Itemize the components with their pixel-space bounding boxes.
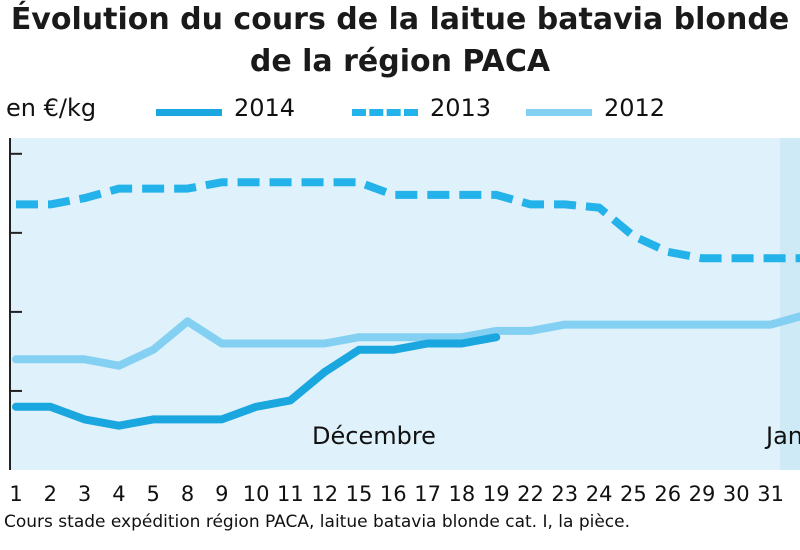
chart-title-line-1: Évolution du cours de la laitue batavia … [10, 2, 790, 37]
x-tick-label: 10 [243, 482, 270, 506]
x-tick-label: 22 [517, 482, 544, 506]
x-tick-label: 18 [449, 482, 476, 506]
x-tick-label: 4 [112, 482, 125, 506]
x-axis-tick-labels: 1234589101112151617181922232425262930311 [9, 482, 800, 506]
y-axis-ticks [10, 152, 22, 392]
x-tick-label: 17 [414, 482, 441, 506]
month-label-december: Décembre [312, 422, 436, 450]
legend-label-2014: 2014 [234, 94, 296, 122]
chart-title-line-2: de la région PACA [249, 44, 551, 79]
x-tick-label: 23 [551, 482, 578, 506]
x-tick-label: 1 [798, 482, 800, 506]
line-chart: 1234589101112151617181922232425262930311 [9, 138, 800, 506]
x-tick-label: 26 [654, 482, 681, 506]
x-tick-label: 16 [380, 482, 407, 506]
x-tick-label: 24 [586, 482, 613, 506]
x-tick-label: 2 [44, 482, 57, 506]
chart-footnote: Cours stade expédition région PACA, lait… [4, 512, 631, 532]
legend-swatch-2012 [526, 109, 592, 116]
series-line-2013 [16, 178, 800, 263]
x-tick-label: 12 [311, 482, 338, 506]
month-label-january: Jan [766, 422, 800, 450]
x-tick-label: 29 [689, 482, 716, 506]
x-tick-label: 8 [181, 482, 194, 506]
x-tick-label: 5 [147, 482, 160, 506]
x-tick-label: 30 [723, 482, 750, 506]
series-line-2012 [12, 312, 800, 370]
legend-swatch-2014 [156, 109, 222, 116]
y-axis-unit-label: en €/kg [6, 94, 97, 122]
x-tick-label: 1 [9, 482, 22, 506]
x-tick-label: 31 [757, 482, 784, 506]
series-lines [12, 178, 800, 430]
legend-label-2013: 2013 [430, 94, 492, 122]
january-band [780, 138, 800, 470]
x-tick-label: 25 [620, 482, 647, 506]
legend-swatch-2013 [352, 109, 418, 116]
x-tick-label: 11 [277, 482, 304, 506]
series-line-2014 [12, 333, 501, 430]
x-tick-label: 15 [346, 482, 373, 506]
x-tick-label: 3 [78, 482, 91, 506]
x-tick-label: 19 [483, 482, 510, 506]
legend-label-2012: 2012 [604, 94, 666, 122]
x-tick-label: 9 [215, 482, 228, 506]
